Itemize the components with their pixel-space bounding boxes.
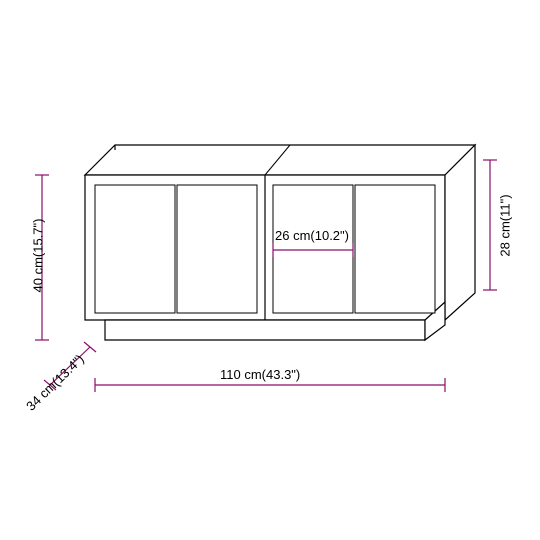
label-inner-width: 26 cm(10.2") [275,228,349,243]
label-height: 40 cm(15.7") [31,206,46,306]
label-panel-height: 28 cm(11") [498,181,513,271]
dim-panel-height [483,160,497,290]
dimension-drawing [0,0,540,540]
label-width: 110 cm(43.3") [220,367,300,382]
